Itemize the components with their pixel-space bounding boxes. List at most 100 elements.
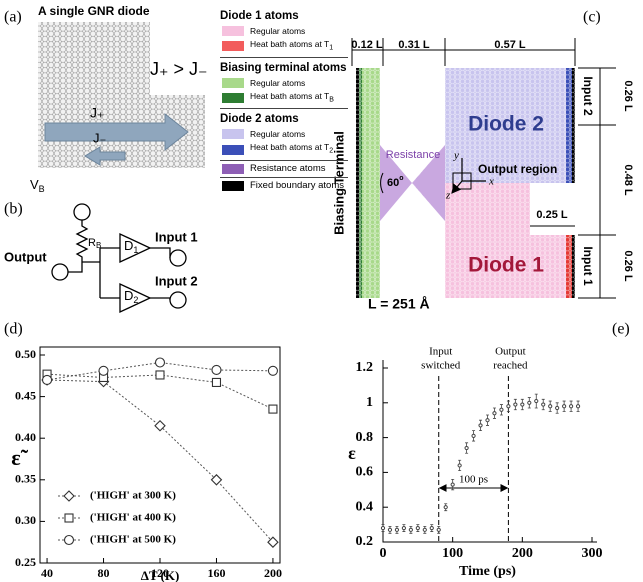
point xyxy=(457,463,462,468)
d1-label: D1 xyxy=(124,238,138,255)
axis-name: y xyxy=(453,150,459,162)
rb-label: RB xyxy=(88,237,101,250)
point xyxy=(513,402,518,407)
legend-item: Heat bath atoms at TB xyxy=(222,91,348,106)
legend-item: Regular atoms xyxy=(222,77,348,88)
point xyxy=(154,357,166,368)
x-tick-label: 0 xyxy=(380,546,387,561)
legend-separator xyxy=(220,160,348,162)
terminal-label: Biasing Terminal xyxy=(331,131,346,235)
forward-current: J₊ xyxy=(90,105,104,121)
y-axis-label: ε̃ xyxy=(11,445,28,470)
point xyxy=(436,527,441,532)
event-label: reached xyxy=(493,360,528,372)
backward-current: J₋ xyxy=(93,130,106,145)
device xyxy=(356,68,575,298)
legend-sub: 2 xyxy=(329,148,334,156)
legend-group-title: Diode 1 atoms xyxy=(220,10,299,22)
panel-a-title: A single GNR diode xyxy=(38,4,150,18)
point xyxy=(211,377,222,388)
y-tick-label: 0.45 xyxy=(15,388,36,402)
legend-label: Fixed boundary atoms xyxy=(250,180,344,192)
output-region-label: Output region xyxy=(478,162,557,176)
point xyxy=(408,527,413,532)
legend-label: Regular atoms xyxy=(250,129,306,140)
legend-marker xyxy=(63,490,75,502)
point xyxy=(492,411,497,416)
point xyxy=(527,400,532,405)
legend-group-title: Diode 2 atoms xyxy=(220,113,299,126)
y-tick-label: 0.4 xyxy=(356,499,374,514)
event-label: Output xyxy=(495,346,526,358)
axis-name: z xyxy=(445,190,451,202)
input1-label: Input 1 xyxy=(581,246,595,286)
legend-label: Heat bath atoms at T xyxy=(250,90,330,101)
point xyxy=(506,404,511,409)
legend-item: Resistance atoms xyxy=(222,164,348,175)
point xyxy=(422,527,427,532)
legend-item: Regular atoms xyxy=(222,26,348,36)
x-tick-label: 300 xyxy=(582,546,603,561)
x-axis-label: Time (ps) xyxy=(459,564,516,579)
point xyxy=(443,505,448,510)
x-tick-label: 160 xyxy=(207,566,225,580)
point xyxy=(401,525,406,531)
y-tick-label: 0.2 xyxy=(356,534,374,549)
x-tick-label: 200 xyxy=(512,546,533,561)
x-tick-label: 200 xyxy=(264,566,282,580)
dimension: 0.26 L xyxy=(622,250,634,281)
input2-label: Input 2 xyxy=(581,76,595,116)
legend-item: Heat bath atoms at T2 xyxy=(222,142,348,157)
point xyxy=(98,365,109,376)
forward-arrow xyxy=(44,112,189,152)
point xyxy=(450,482,455,487)
legend-label: Heat bath atoms at T xyxy=(250,39,330,49)
output-label: Output xyxy=(4,249,47,264)
legend-swatch xyxy=(222,181,244,192)
legend-text: Fixed boundary atoms xyxy=(250,181,344,191)
legend-swatch xyxy=(222,77,244,88)
x-tick-label: 100 xyxy=(442,546,463,561)
event-label: switched xyxy=(421,360,461,372)
dimension: 0.48 L xyxy=(622,164,634,195)
legend-text: Resistance atoms xyxy=(250,164,326,174)
diode1-label: Diode 1 xyxy=(468,254,544,277)
point xyxy=(541,402,546,407)
point xyxy=(499,407,504,412)
x-tick-label: 120 xyxy=(151,566,169,580)
axes xyxy=(382,360,597,543)
atom-legend: Diode 1 atoms Regular atoms Heat bath atom… xyxy=(220,6,348,194)
y-tick-label: 0.40 xyxy=(15,430,36,444)
legend-text: Heat bath atoms at T1 xyxy=(250,39,333,54)
legend-label: Regular atoms xyxy=(250,77,306,88)
dimension: 0.31 L xyxy=(398,39,429,51)
y-tick-label: 0.50 xyxy=(15,347,36,361)
legend-group-title: Biasing terminal atoms xyxy=(220,61,347,74)
legend-text: Regular atoms xyxy=(250,129,305,139)
point xyxy=(548,404,553,409)
point xyxy=(520,402,525,407)
y-tick-label: 0.35 xyxy=(15,472,36,486)
diode2-label: Diode 2 xyxy=(468,113,544,136)
dimension: 0.26 L xyxy=(622,80,634,111)
point xyxy=(471,433,476,438)
point xyxy=(267,365,278,376)
y-tick-label: 0.8 xyxy=(356,430,374,445)
point xyxy=(154,419,166,432)
point xyxy=(415,525,420,531)
y-axis-label: ε xyxy=(348,443,356,463)
legend-label: ('HIGH' at 400 K) xyxy=(90,512,176,524)
legend-item: Regular atoms xyxy=(222,129,348,140)
dimension: 0.57 L xyxy=(494,39,525,51)
panel-label: (c) xyxy=(583,9,601,26)
legend-text: Heat bath atoms at TB xyxy=(250,91,334,106)
vb-label: VB xyxy=(30,177,45,194)
legend-sub: 1 xyxy=(329,44,334,52)
y-tick-label: 1.2 xyxy=(356,360,374,375)
legend-swatch xyxy=(222,164,244,175)
panel-label: (d) xyxy=(4,321,23,338)
point xyxy=(575,404,581,409)
backward-arrow xyxy=(84,146,126,166)
